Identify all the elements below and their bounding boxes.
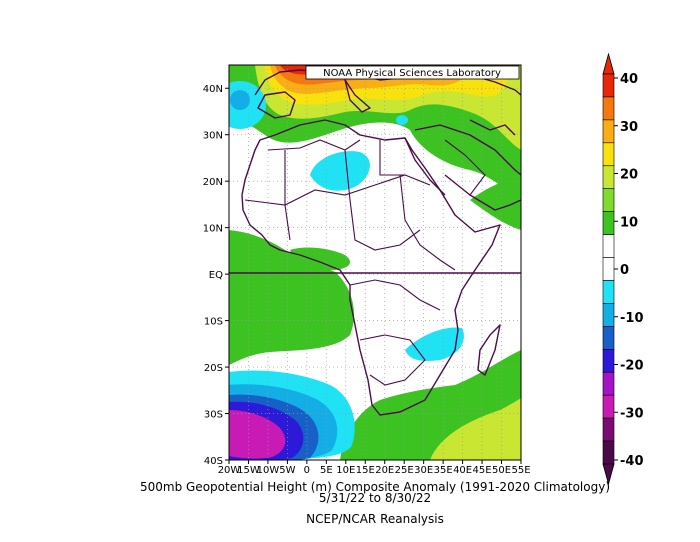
border-south: [359, 334, 426, 386]
x-tick-label: 45E: [473, 465, 492, 476]
x-tick-label: 35E: [434, 465, 453, 476]
y-tick-label: 10S: [204, 317, 223, 328]
x-tick-label: 50E: [492, 465, 511, 476]
x-tick-label: 0: [304, 465, 310, 476]
credit-text: NOAA Physical Sciences Laboratory: [323, 68, 501, 79]
colorbar-tick-label: -10: [620, 311, 644, 326]
x-tick-label: 30E: [414, 465, 433, 476]
country-borders: [244, 139, 486, 386]
date-range: 5/31/22 to 8/30/22: [319, 491, 431, 505]
colorbar-segment: [602, 73, 615, 98]
border-central: [344, 149, 421, 251]
arabia-coast: [414, 124, 521, 211]
colorbar-tick-label: 40: [620, 72, 638, 87]
y-tick-label: 20N: [203, 177, 223, 188]
chart-title: 500mb Geopotential Height (m) Composite …: [140, 480, 610, 494]
colorbar-segment: [602, 371, 615, 396]
colorbar-tick-label: 0: [620, 263, 629, 278]
x-tick-label: 15W: [237, 465, 260, 476]
data-source: NCEP/NCAR Reanalysis: [306, 512, 444, 526]
madagascar-coast: [477, 324, 501, 376]
colorbar-segment: [602, 440, 615, 465]
colorbar-tick-label: -20: [620, 359, 644, 374]
tropical-positive: [229, 230, 355, 365]
y-tick-label: 20S: [204, 363, 223, 374]
x-tick-label: 10W: [257, 465, 280, 476]
colorbar-segment: [602, 326, 615, 350]
italy-coast: [344, 79, 371, 113]
iberia-coast: [257, 91, 296, 119]
x-tick-label: 40E: [453, 465, 472, 476]
border-congo: [349, 279, 441, 311]
gulf-coast: [469, 119, 516, 136]
y-tick-label: 40N: [203, 84, 223, 95]
red-sea: [404, 137, 446, 196]
border-egypt: [379, 140, 405, 176]
credit-box: [305, 65, 520, 80]
arabia-positive: [470, 178, 521, 230]
southern-positive-yellow: [430, 398, 521, 460]
colorbar-max-arrow: [602, 52, 615, 75]
x-tick-label: 20W: [218, 465, 241, 476]
colorbar-tick-label: -40: [620, 454, 644, 469]
x-tick-label: 20E: [375, 465, 394, 476]
colorbar-segment: [602, 303, 615, 327]
x-tick-label: 55E: [511, 465, 530, 476]
colorbar-segment: [602, 234, 615, 258]
colorbar-segment: [602, 142, 615, 167]
colorbar-tick-label: 10: [620, 215, 638, 230]
colorbar-segment: [602, 348, 615, 373]
x-tick-label: 5E: [320, 465, 333, 476]
colorbar-tick-label: -30: [620, 406, 644, 421]
colorbar-segment: [602, 96, 615, 121]
colorbar-segment: [602, 394, 615, 419]
south-atlantic-magenta: [229, 410, 286, 459]
x-tick-label: 5W: [279, 465, 295, 476]
colorbar-segment: [602, 257, 615, 281]
colorbar-tick-label: 20: [620, 168, 638, 183]
colorbar-segment: [602, 211, 615, 235]
colorbar-segment: [602, 417, 615, 442]
sahara-negative: [310, 151, 370, 191]
y-tick-label: EQ: [209, 270, 223, 281]
map-frame: [228, 64, 522, 461]
y-tick-labels: 40N 30N 20N 10N EQ 10S 20S 30S 40S: [203, 84, 229, 467]
x-tick-label: 15E: [356, 465, 375, 476]
border-maghreb: [267, 139, 361, 151]
graticule: [229, 65, 521, 460]
x-tick-label: 10E: [336, 465, 355, 476]
border-west: [284, 150, 291, 241]
colorbar-min-arrow: [602, 463, 615, 486]
azores-negative-core: [230, 90, 250, 110]
y-tick-label: 30S: [204, 410, 223, 421]
colorbar-segment: [602, 188, 615, 212]
colorbar-segment: [602, 165, 615, 190]
y-tick-label: 30N: [203, 131, 223, 142]
colorbar-tick-label: 30: [620, 120, 638, 135]
europe-coast: [254, 67, 521, 96]
y-tick-label: 10N: [203, 224, 223, 235]
x-tick-label: 25E: [395, 465, 414, 476]
colorbar-segment: [602, 280, 615, 304]
colorbar: 40 30 20 10 0 -10 -20 -30 -40: [602, 52, 644, 486]
border-east: [399, 174, 456, 271]
y-tick-label: 40S: [204, 456, 223, 467]
med-negative: [396, 115, 408, 125]
colorbar-segment: [602, 119, 615, 144]
border-arabia: [444, 139, 486, 196]
coastlines: [241, 67, 521, 416]
gulf-positive: [290, 247, 350, 270]
